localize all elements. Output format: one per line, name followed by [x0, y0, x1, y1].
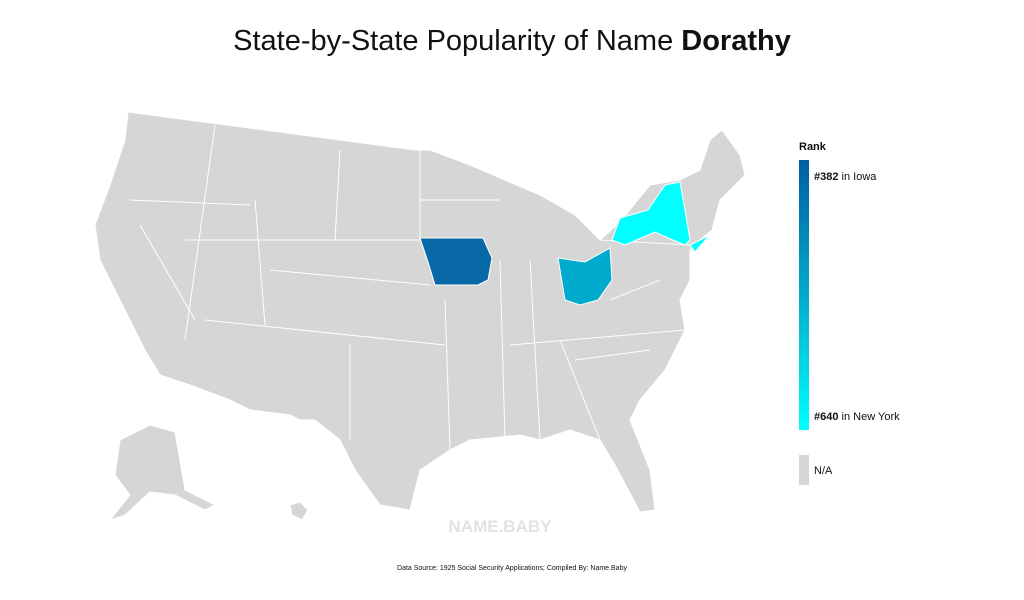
legend-na-label: N/A	[814, 465, 833, 477]
text-part: State-by-State Popularity of Name	[233, 25, 681, 57]
legend-title: Rank	[799, 141, 827, 153]
text-part: Dorathy	[681, 25, 791, 57]
state-ohio	[557, 247, 613, 306]
watermark: NAME.BABY	[449, 517, 553, 536]
hawaii	[289, 501, 309, 521]
state-new-york-city	[689, 234, 711, 253]
text-part: #382	[814, 171, 838, 183]
title: State-by-State Popularity of Name Dorath…	[233, 25, 791, 57]
text-part: in New York	[838, 411, 900, 423]
legend-gradient	[799, 160, 809, 430]
state-new-york	[611, 181, 691, 246]
state-iowa	[419, 237, 493, 286]
legend-bottom-label: #640 in New York	[814, 411, 900, 423]
text-part: #640	[814, 411, 838, 423]
alaska	[108, 424, 217, 522]
legend: Rank #382 in Iowa #640 in New York N/A	[799, 141, 900, 485]
us-map	[94, 111, 746, 522]
legend-top-label: #382 in Iowa	[814, 171, 877, 183]
text-part: in Iowa	[838, 171, 877, 183]
source-note: Data Source: 1925 Social Security Applic…	[397, 565, 627, 572]
contiguous-us	[94, 111, 746, 513]
legend-na-swatch	[799, 455, 809, 485]
state-borders	[129, 124, 691, 451]
